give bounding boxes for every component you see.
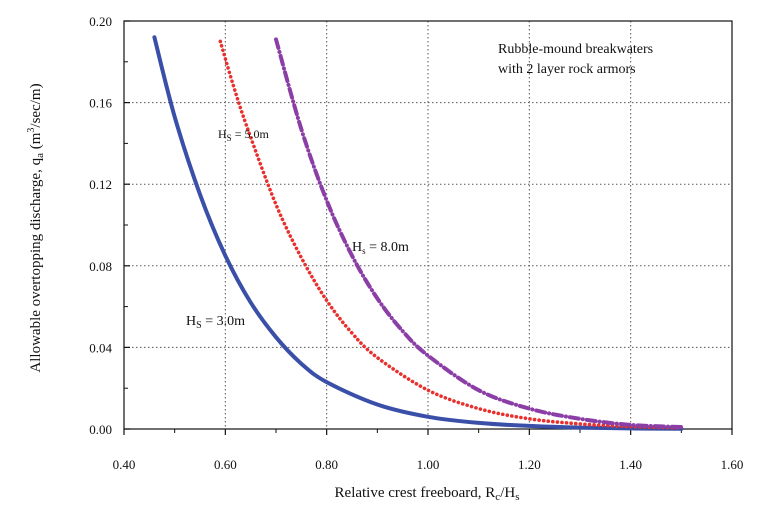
y-tick-label: 0.12 <box>89 177 112 192</box>
y-tick-label: 0.04 <box>89 340 112 355</box>
x-tick-label: 1.00 <box>417 457 440 472</box>
y-tick-label: 0.00 <box>89 422 112 437</box>
annotation-line-2: with 2 layer rock armors <box>498 62 636 77</box>
x-tick-label: 0.80 <box>315 457 338 472</box>
x-tick-label: 0.40 <box>113 457 136 472</box>
series-line-3m <box>152 35 684 431</box>
annotation-line-1: Rubble-mound breakwaters <box>498 42 653 57</box>
axis-ticks: 0.40 0.60 0.80 1.00 1.20 1.40 1.60 0.00 0.04 0.08… <box>89 14 743 472</box>
x-tick-label: 1.20 <box>518 457 541 472</box>
x-tick-label: 0.60 <box>214 457 237 472</box>
series-lines <box>152 35 684 431</box>
grid <box>124 21 732 429</box>
y-axis-title: Allowable overtopping discharge, qa (m3/… <box>26 83 46 372</box>
series-label-3m: HS = 3.0m <box>186 314 245 331</box>
x-tick-label: 1.60 <box>721 457 744 472</box>
y-tick-label: 0.16 <box>89 96 112 111</box>
series-label-8m: Hs = 8.0m <box>352 240 409 256</box>
y-tick-label: 0.20 <box>89 14 112 29</box>
y-tick-label: 0.08 <box>89 259 112 274</box>
series-line-5m <box>218 39 684 430</box>
series-line-8m <box>274 37 684 429</box>
series-label-5m: HS = 5.0m <box>218 127 269 143</box>
x-tick-label: 1.40 <box>619 457 642 472</box>
x-axis-title: Relative crest freeboard, Rc/Hs <box>335 485 520 503</box>
